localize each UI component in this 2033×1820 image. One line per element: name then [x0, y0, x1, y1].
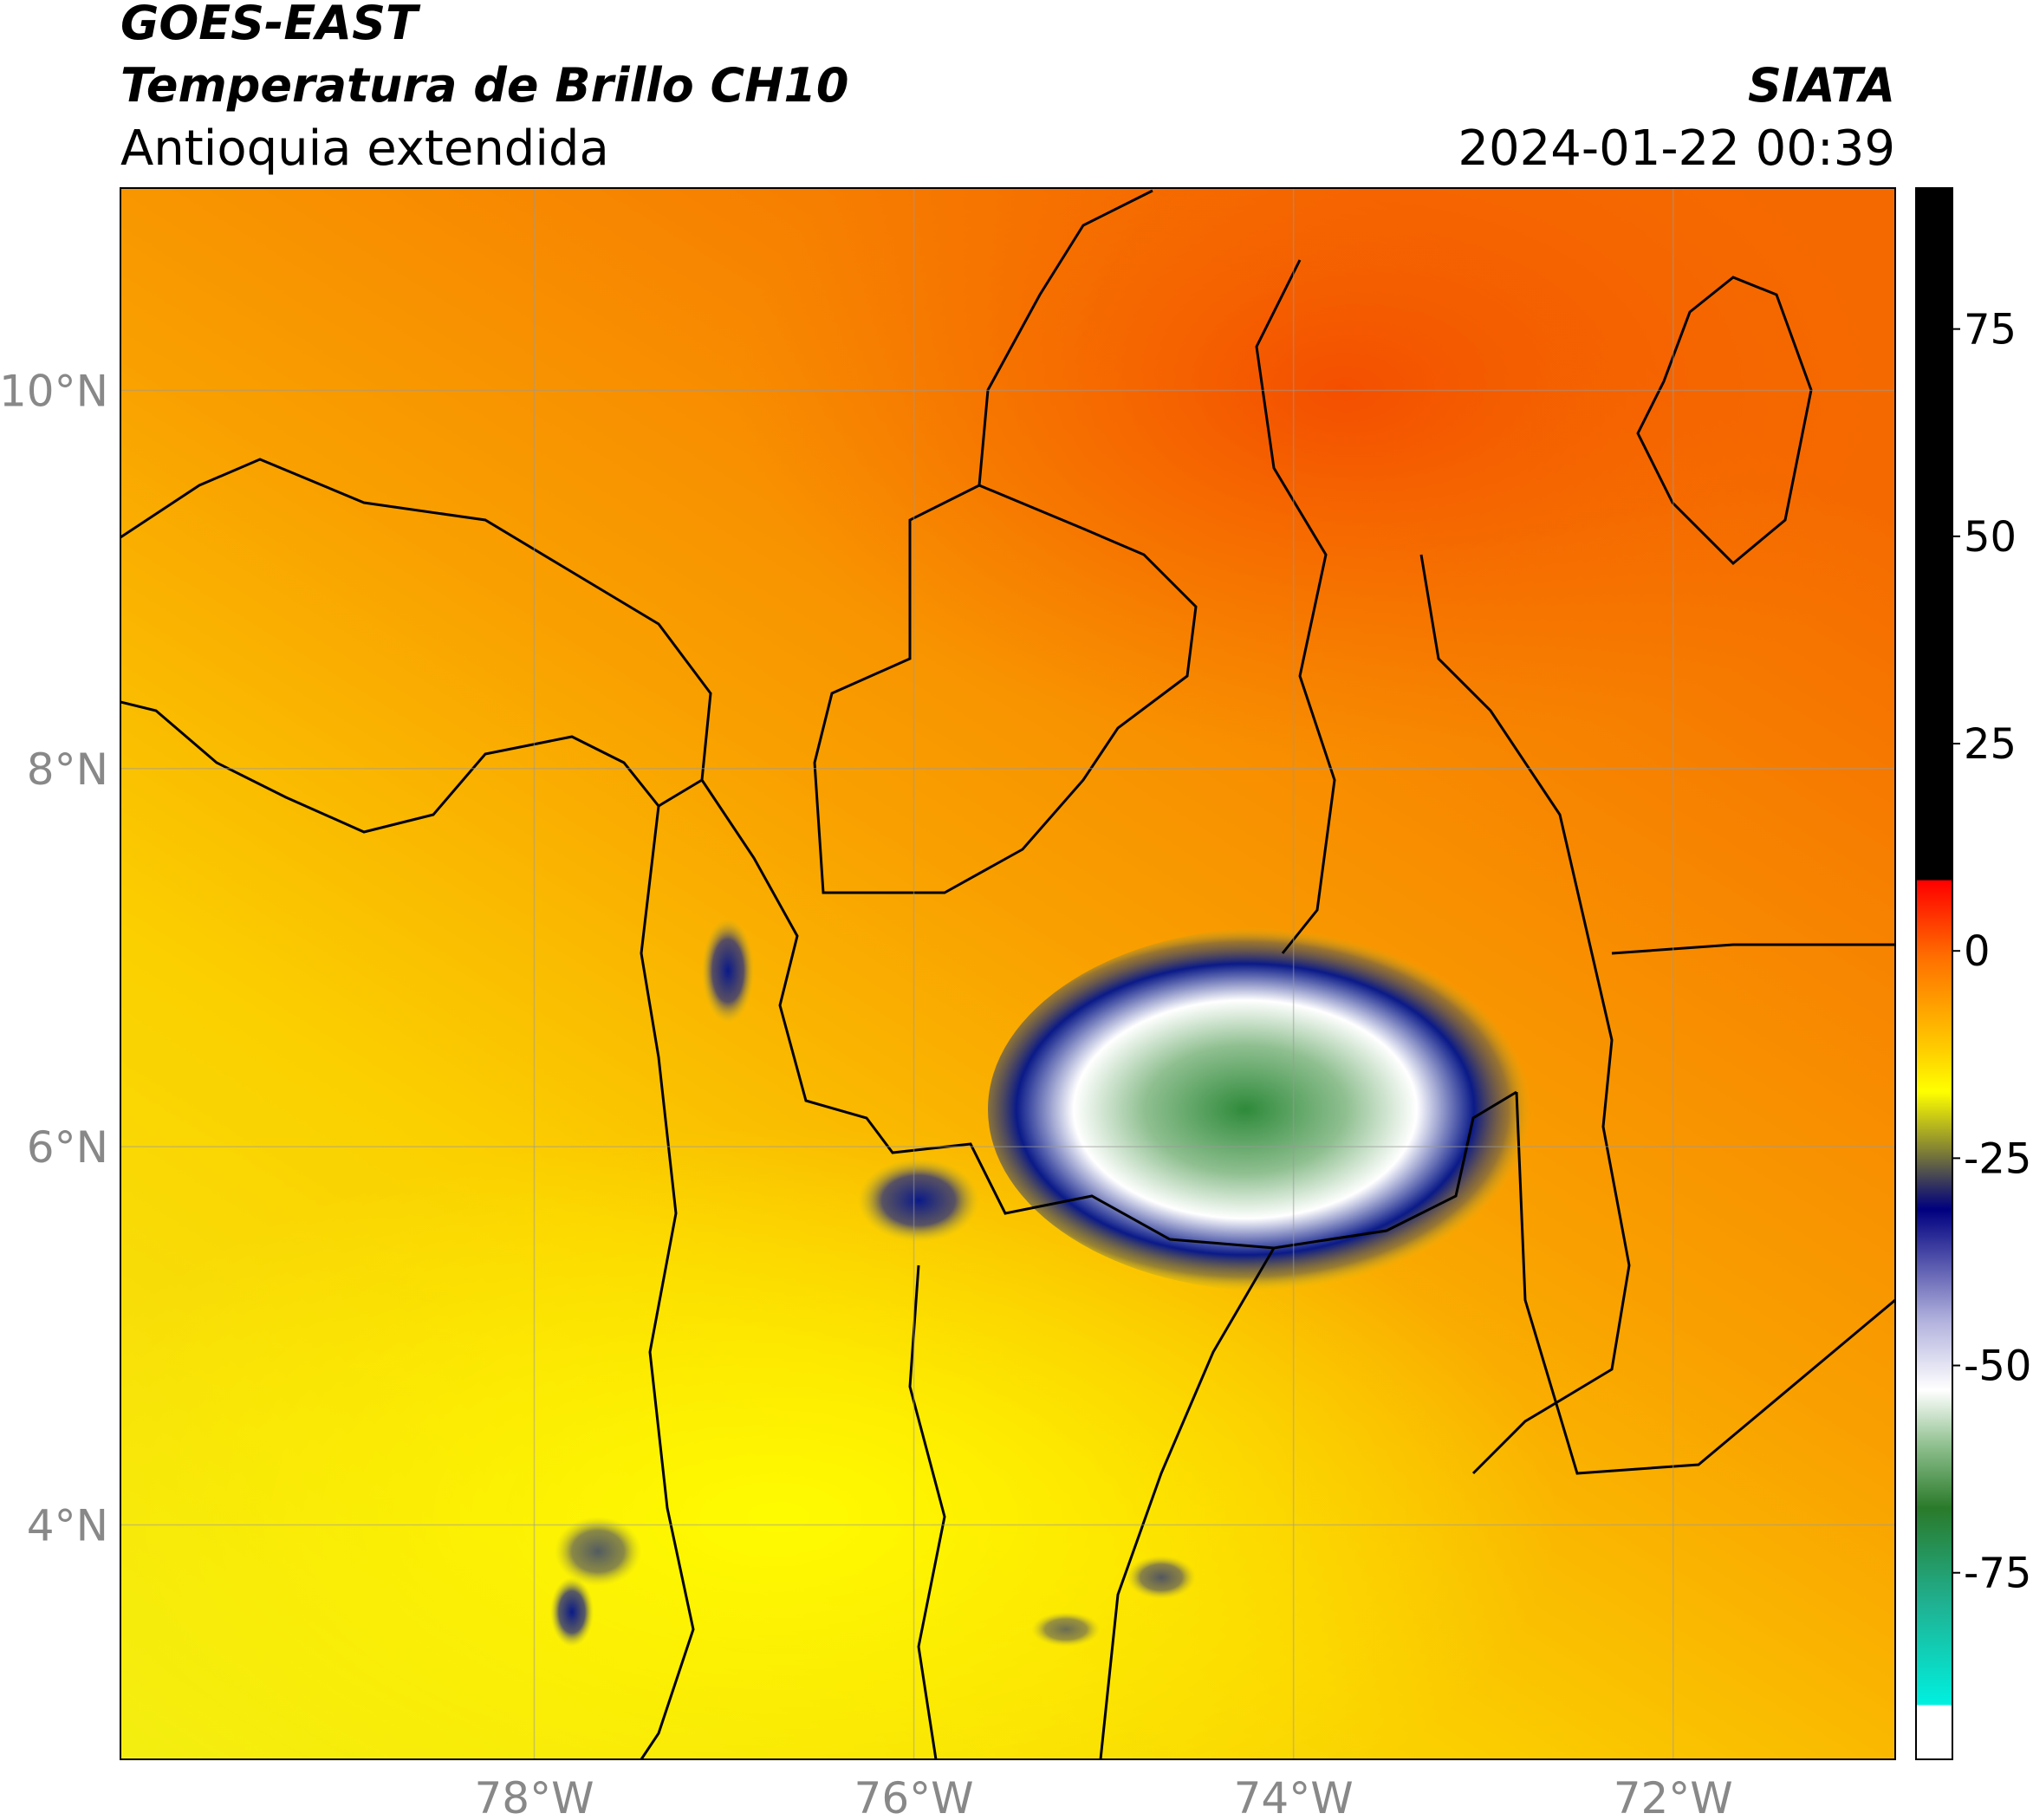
- subtitle: Antioquia extendida: [120, 120, 609, 177]
- colorbar-tick-label: -75: [1964, 1550, 2031, 1598]
- y-tick-label: 8°N: [27, 744, 108, 795]
- title: GOES-EAST: [120, 0, 421, 50]
- colorbar-tick-label: 0: [1964, 927, 1991, 976]
- colorbar-tick-label: -50: [1964, 1342, 2031, 1391]
- colorbar: [1915, 187, 1953, 1760]
- datetime: 2024-01-22 00:39: [1458, 120, 1895, 177]
- map-frame: [120, 187, 1896, 1760]
- colorbar-tick-label: 50: [1964, 513, 2017, 562]
- colorbar-tick-label: 75: [1964, 306, 2017, 354]
- colorbar-tick-label: 25: [1964, 720, 2017, 769]
- x-tick-label: 78°W: [474, 1773, 594, 1820]
- x-tick-label: 72°W: [1614, 1773, 1733, 1820]
- x-tick-label: 76°W: [854, 1773, 974, 1820]
- y-tick-label: 10°N: [0, 366, 108, 416]
- colorbar-tick-label: -25: [1964, 1134, 2031, 1183]
- y-tick-label: 4°N: [27, 1500, 108, 1550]
- map-image: [120, 188, 1895, 1759]
- y-tick-label: 6°N: [27, 1122, 108, 1173]
- x-tick-label: 74°W: [1234, 1773, 1354, 1820]
- source: SIATA: [1748, 58, 1895, 113]
- grid: [120, 188, 1895, 1759]
- title: Temperatura de Brillo CH10: [120, 58, 849, 113]
